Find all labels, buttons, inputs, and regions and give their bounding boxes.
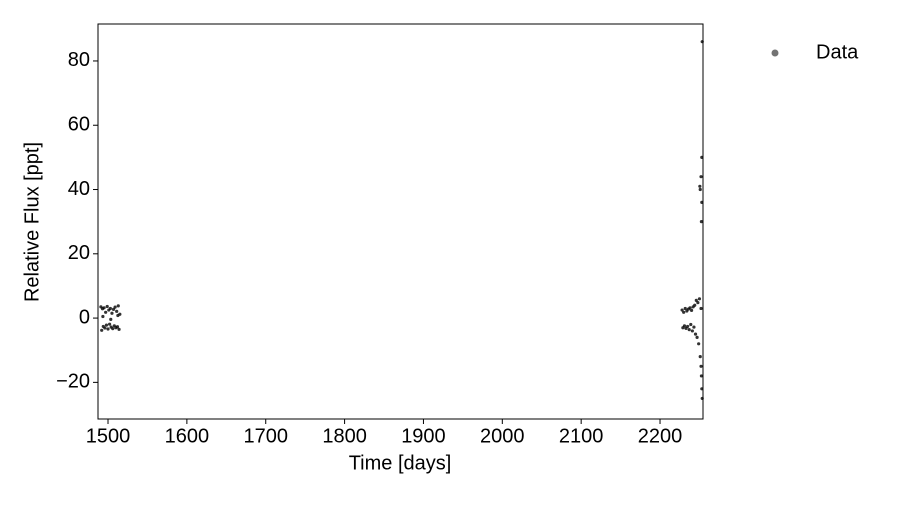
data-point [101, 314, 105, 319]
data-point [103, 326, 107, 330]
data-point [115, 325, 120, 329]
y-tick-label: 80 [68, 49, 90, 71]
x-tick-label: 2200 [638, 425, 683, 447]
data-point [688, 306, 692, 310]
data-point [106, 327, 110, 331]
data-point [692, 325, 696, 329]
data-point [108, 306, 112, 311]
data-point [698, 184, 702, 188]
data-point [109, 317, 113, 321]
data-point [700, 200, 704, 204]
data-point [694, 298, 698, 303]
data-point [696, 301, 700, 305]
x-tick-label: 1500 [86, 425, 131, 447]
y-tick-label: 60 [68, 114, 90, 136]
data-point [116, 304, 120, 308]
data-point [689, 308, 694, 312]
y-tick-label: 40 [68, 178, 90, 200]
data-point [700, 387, 704, 391]
data-point [111, 327, 115, 331]
x-tick-label: 1900 [401, 425, 446, 447]
legend-label: Data [816, 41, 859, 63]
legend-marker [771, 49, 779, 57]
data-point [698, 355, 702, 359]
data-point [110, 311, 114, 315]
y-axis-label: Relative Flux [ppt] [21, 142, 43, 302]
data-point [693, 303, 697, 307]
data-point [682, 310, 686, 314]
data-point [104, 310, 108, 314]
data-point [700, 396, 704, 401]
data-point [105, 304, 109, 309]
data-point [680, 308, 684, 312]
data-point [115, 309, 119, 313]
y-tick-label: 20 [68, 242, 90, 264]
data-point [699, 220, 704, 224]
y-tick-label: 0 [79, 306, 90, 328]
data-point [111, 307, 116, 312]
data-point [116, 313, 120, 318]
data-point [117, 327, 121, 331]
data-point [683, 306, 687, 311]
data-point [100, 328, 104, 332]
data-point [700, 40, 704, 44]
data-point [113, 305, 117, 309]
data-point [699, 364, 703, 368]
x-tick-label: 1800 [322, 425, 367, 447]
data-point [102, 306, 106, 310]
data-point [689, 322, 693, 327]
data-point [697, 342, 701, 346]
data-point [687, 328, 691, 332]
y-tick-label: −20 [56, 371, 90, 393]
data-point [697, 297, 702, 301]
data-point [104, 323, 109, 327]
x-tick-label: 2000 [480, 425, 525, 447]
x-tick-label: 1700 [243, 425, 288, 447]
data-point [107, 322, 112, 326]
x-tick-label: 1600 [165, 425, 210, 447]
x-tick-label: 2100 [559, 425, 604, 447]
data-point [698, 187, 702, 192]
data-point [699, 175, 703, 179]
data-point [693, 332, 698, 336]
data-point [686, 324, 690, 329]
data-point [699, 306, 703, 311]
data-point [682, 324, 687, 328]
data-point [700, 155, 704, 159]
data-point [690, 329, 694, 333]
plot-frame [97, 23, 704, 420]
data-point [699, 374, 704, 378]
data-point [695, 335, 699, 339]
x-axis-label: Time [days] [349, 452, 452, 474]
